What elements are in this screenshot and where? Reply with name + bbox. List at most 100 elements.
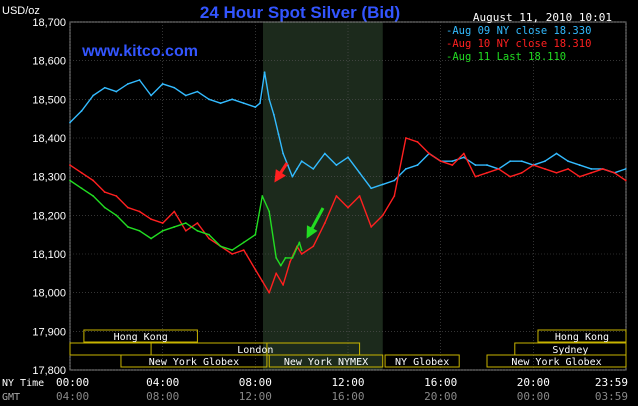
- series-point-0: [462, 156, 465, 159]
- x-tick-label-ny: 00:00: [56, 376, 89, 389]
- x-tick-label-ny: 16:00: [424, 376, 457, 389]
- y-tick-label: 17,800: [32, 365, 66, 377]
- session-ny-globex-2-label: NY Globex: [395, 357, 449, 368]
- series-point-0: [370, 187, 373, 190]
- series-point-0: [92, 94, 95, 97]
- series-point-0: [347, 156, 349, 159]
- series-point-1: [578, 175, 581, 178]
- series-point-0: [291, 175, 294, 178]
- series-point-1: [150, 218, 152, 221]
- series-point-2: [219, 245, 222, 248]
- y-axis: 18,700 18,600 18,500 18,400 18,300 18,200 18,1…: [32, 17, 66, 377]
- series-point-0: [405, 168, 407, 170]
- series-point-0: [150, 94, 152, 97]
- series-point-1: [358, 195, 361, 197]
- watermark: www.kitco.com: [81, 43, 198, 60]
- series-point-1: [80, 171, 83, 174]
- series-point-1: [601, 168, 604, 170]
- series-point-1: [381, 214, 384, 217]
- series-point-2: [150, 237, 152, 240]
- series-point-0: [259, 102, 261, 105]
- series-point-0: [624, 168, 627, 170]
- x-tick-label-ny: 12:00: [331, 376, 364, 389]
- session-london-label: London: [237, 345, 273, 356]
- series-point-0: [358, 171, 361, 174]
- timestamp: August 11, 2010 10:01: [473, 11, 612, 24]
- series-point-2: [173, 226, 176, 228]
- series-point-1: [451, 164, 454, 166]
- series-point-2: [242, 241, 245, 244]
- series-point-2: [284, 256, 287, 259]
- series-point-1: [439, 160, 442, 163]
- series-point-1: [323, 222, 326, 224]
- series-point-2: [92, 195, 95, 197]
- series-point-0: [578, 164, 581, 166]
- series-point-1: [103, 191, 106, 194]
- nymex-session-shade: [262, 22, 383, 370]
- series-point-0: [277, 133, 280, 136]
- session-sydney-label: Sydney: [552, 345, 588, 356]
- legend-entry-0: -Aug 09 NY close 18.330: [446, 25, 591, 37]
- series-point-0: [268, 98, 271, 101]
- series-point-0: [69, 121, 71, 124]
- series-point-1: [393, 195, 396, 197]
- grid-lines: [69, 21, 627, 371]
- series-line-1: [69, 137, 627, 294]
- series-point-1: [184, 229, 187, 232]
- session-ny-nymex-label: New York NYMEX: [284, 357, 368, 368]
- series-point-1: [416, 140, 419, 143]
- series-point-0: [263, 71, 266, 74]
- series-point-1: [138, 210, 141, 213]
- series-point-0: [231, 98, 234, 101]
- series-point-2: [196, 229, 199, 232]
- x-tick-label-ny: 08:00: [239, 376, 272, 389]
- series-point-0: [323, 152, 326, 155]
- y-tick-label: 18,600: [32, 56, 66, 68]
- series-point-1: [242, 249, 245, 252]
- series-point-0: [161, 82, 164, 85]
- series-point-0: [196, 90, 199, 93]
- series-point-0: [567, 160, 569, 163]
- x-axis-label-ny: NY Time: [2, 378, 44, 389]
- series-point-0: [416, 164, 419, 166]
- y-tick-label: 18,400: [32, 133, 66, 145]
- series-point-2: [300, 249, 303, 252]
- series-point-0: [219, 102, 222, 105]
- unit-label: USD/oz: [2, 5, 40, 17]
- series-point-2: [275, 256, 278, 259]
- series-point-1: [347, 206, 349, 209]
- y-tick-label: 18,000: [32, 288, 66, 300]
- series-point-0: [486, 164, 488, 166]
- series-point-0: [80, 110, 83, 112]
- series-point-1: [567, 168, 569, 170]
- series-point-1: [428, 152, 430, 155]
- series-point-1: [312, 245, 315, 248]
- series-point-1: [275, 272, 278, 275]
- series-point-0: [300, 160, 303, 163]
- series-point-1: [555, 171, 558, 174]
- series-point-0: [272, 113, 275, 116]
- series-layer: [69, 71, 627, 294]
- series-point-1: [69, 164, 71, 166]
- series-point-0: [173, 86, 176, 89]
- session-hong-kong-2-label: Hong Kong: [555, 332, 609, 343]
- session-ny-globex-3-box: [486, 354, 627, 368]
- series-point-1: [300, 253, 303, 255]
- series-point-1: [268, 291, 271, 294]
- annotation-arrows: [274, 162, 325, 239]
- x-axis-label-gmt: GMT: [2, 392, 20, 403]
- series-point-2: [127, 226, 129, 228]
- series-point-2: [161, 229, 164, 232]
- legend: -Aug 09 NY close 18.330-Aug 10 NY close …: [446, 25, 591, 63]
- series-point-1: [231, 253, 234, 255]
- y-tick-label: 18,300: [32, 172, 66, 184]
- x-tick-label-gmt: 12:00: [239, 390, 272, 403]
- series-point-1: [173, 210, 176, 213]
- series-point-2: [261, 195, 264, 197]
- session-ny-globex-1-box: [120, 354, 268, 368]
- series-point-1: [92, 179, 95, 182]
- series-point-1: [497, 168, 500, 170]
- series-point-0: [254, 106, 257, 108]
- session-ny-nymex-box: [268, 354, 384, 368]
- series-point-0: [184, 94, 187, 97]
